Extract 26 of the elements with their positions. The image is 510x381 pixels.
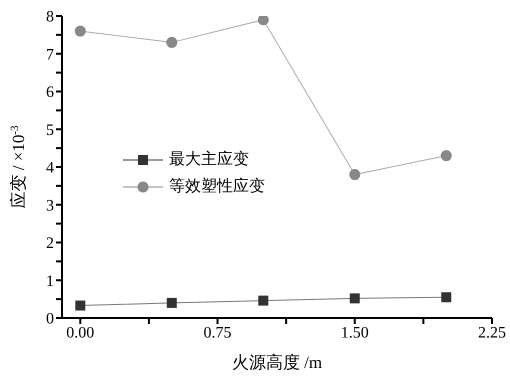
y-tick-label: 7 (46, 46, 54, 64)
y-tick-label: 4 (46, 160, 54, 177)
point (166, 36, 178, 48)
y-tick-label: 2 (46, 235, 54, 252)
x-axis-title: 火源高度 /m (232, 353, 322, 372)
legend-label: 等效塑性应变 (169, 176, 265, 197)
point (350, 293, 360, 304)
point (349, 169, 360, 180)
y-tick-label: 1 (46, 272, 54, 290)
point (258, 296, 268, 306)
y-tick-label: 0 (46, 310, 54, 328)
x-tick-label: 0.00 (66, 324, 94, 342)
point (75, 300, 86, 311)
y-tick-label: 3 (46, 197, 54, 214)
point (440, 150, 452, 162)
y-tick-label: 6 (46, 84, 54, 102)
legend-label: 最大主应变 (169, 150, 249, 170)
point (258, 16, 269, 26)
point (74, 26, 86, 37)
x-tick-label: 1.50 (340, 324, 369, 342)
y-tick-label: 5 (46, 122, 54, 139)
x-tick-label: 0.75 (204, 324, 232, 342)
point (441, 292, 452, 302)
x-tick-label: 2.25 (478, 324, 506, 342)
y-tick-label: 8 (46, 8, 54, 26)
point (166, 298, 177, 308)
